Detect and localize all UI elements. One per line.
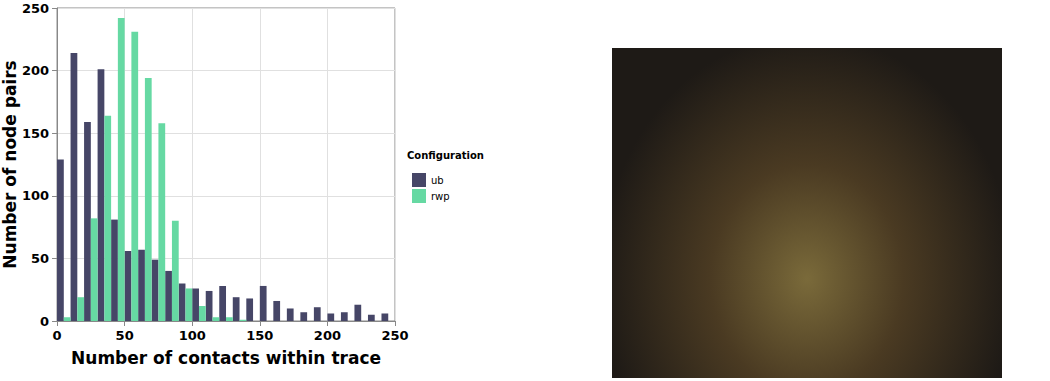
svg-text:50: 50 xyxy=(116,328,134,343)
svg-text:100: 100 xyxy=(179,328,206,343)
svg-text:Configuration: Configuration xyxy=(407,150,484,161)
svg-text:0: 0 xyxy=(53,328,62,343)
svg-text:200: 200 xyxy=(22,63,49,78)
svg-text:50: 50 xyxy=(31,251,49,266)
svg-text:100: 100 xyxy=(22,188,49,203)
svg-text:150: 150 xyxy=(22,126,49,141)
svg-text:200: 200 xyxy=(314,328,341,343)
svg-text:150: 150 xyxy=(246,328,273,343)
svg-text:rwp: rwp xyxy=(431,191,450,202)
svg-text:Number of contacts within trac: Number of contacts within trace xyxy=(71,348,381,368)
svg-text:ub: ub xyxy=(431,175,444,186)
svg-text:Number of node pairs: Number of node pairs xyxy=(0,60,20,268)
svg-text:250: 250 xyxy=(22,1,49,16)
svg-text:0: 0 xyxy=(40,314,49,329)
svg-text:250: 250 xyxy=(381,328,408,343)
